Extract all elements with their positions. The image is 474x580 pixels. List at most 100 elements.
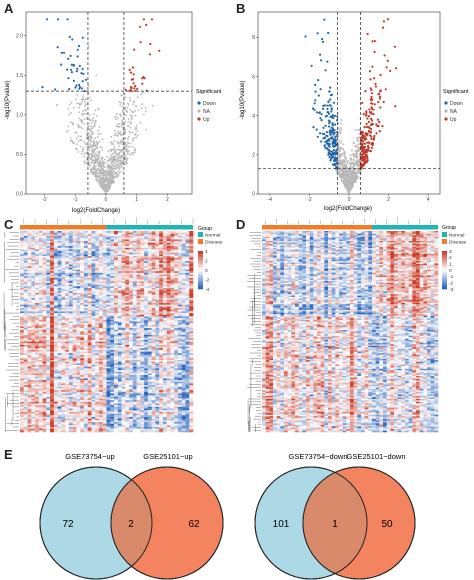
heatmap-cell: [107, 253, 111, 255]
volcano-point: [145, 24, 147, 26]
volcano-point: [336, 135, 338, 137]
heatmap-cell: [189, 270, 193, 272]
volcano-point: [97, 181, 99, 183]
heatmap-cell: [61, 248, 65, 250]
heatmap-cell: [107, 306, 111, 308]
heatmap-cell: [118, 270, 122, 272]
volcano-point: [106, 166, 108, 168]
heatmap-cell: [46, 239, 50, 241]
volcano-point: [344, 167, 346, 169]
volcano-point: [76, 132, 78, 134]
volcano-point: [347, 189, 349, 191]
volcano-point: [112, 177, 114, 179]
heatmap-cell: [39, 300, 43, 302]
volcano-point: [335, 150, 337, 152]
volcano-point: [343, 182, 345, 184]
heatmap-cell: [20, 283, 24, 285]
volcano-point: [338, 168, 340, 170]
volcano-point: [364, 146, 366, 148]
volcano-point: [357, 151, 359, 153]
volcano-point: [349, 185, 351, 187]
volcano-point: [113, 176, 115, 178]
volcano-point: [333, 153, 335, 155]
volcano-point: [104, 159, 106, 161]
volcano-point: [354, 178, 356, 180]
volcano-point: [87, 103, 89, 105]
volcano-point: [116, 173, 118, 175]
heatmap-cell: [58, 285, 62, 287]
heatmap-cell: [140, 276, 144, 278]
heatmap-cell: [103, 305, 107, 307]
volcano-point: [117, 167, 119, 169]
volcano-point: [355, 162, 357, 164]
heatmap-cell: [129, 265, 133, 267]
volcano-point: [112, 174, 114, 176]
volcano-point: [356, 145, 358, 147]
volcano-point: [361, 149, 363, 151]
heatmap-cell: [43, 286, 47, 288]
heatmap-cell: [118, 249, 122, 251]
volcano-point: [84, 141, 86, 143]
volcano-point: [67, 77, 69, 79]
heatmap-cell: [110, 233, 114, 235]
heatmap-cell: [170, 263, 174, 265]
heatmap-cell: [84, 310, 88, 312]
volcano-point: [339, 163, 341, 165]
heatmap-cell: [31, 293, 35, 295]
volcano-point: [359, 143, 361, 145]
volcano-point: [373, 77, 375, 79]
volcano-point: [349, 181, 351, 183]
heatmap-cell: [152, 285, 156, 287]
heatmap-cell: [159, 286, 163, 288]
volcano-point: [370, 118, 372, 120]
volcano-point: [93, 155, 95, 157]
volcano-point: [110, 185, 112, 187]
volcano-point: [348, 191, 350, 193]
volcano-point: [359, 170, 361, 172]
heatmap-cell: [88, 236, 92, 238]
volcano-point: [349, 155, 351, 157]
heatmap-cell: [99, 280, 103, 282]
heatmap-cell: [73, 276, 77, 278]
volcano-point: [359, 153, 361, 155]
volcano-point: [132, 115, 134, 117]
heatmap-cell: [178, 316, 182, 318]
heatmap-cell: [182, 248, 186, 250]
heatmap-cell: [61, 261, 65, 263]
x-tick-label: -4: [268, 197, 273, 203]
heatmap-cell: [144, 313, 148, 315]
heatmap-cell: [95, 280, 99, 282]
volcano-point: [130, 114, 132, 116]
heatmap-cell: [65, 288, 69, 290]
volcano-point: [356, 138, 358, 140]
heatmap-cell: [144, 291, 148, 293]
heatmap-cell: [24, 311, 28, 313]
heatmap-cell: [61, 275, 65, 277]
heatmap-cell: [84, 249, 88, 251]
heatmap-cell: [159, 270, 163, 272]
heatmap-cell: [20, 320, 24, 322]
heatmap-cell: [148, 261, 152, 263]
volcano-point: [346, 165, 348, 167]
heatmap-cell: [73, 239, 77, 241]
heatmap-cell: [80, 311, 84, 313]
heatmap-cell: [144, 236, 148, 238]
volcano-point: [119, 152, 121, 154]
volcano-point: [353, 172, 355, 174]
heatmap-cell: [80, 253, 84, 255]
volcano-point: [331, 94, 333, 96]
heatmap-cell: [24, 248, 28, 250]
volcano-point: [340, 173, 342, 175]
heatmap-cell: [103, 273, 107, 275]
heatmap-cell: [91, 234, 95, 236]
heatmap-cell: [91, 291, 95, 293]
heatmap-cell: [129, 280, 133, 282]
volcano-point: [103, 185, 105, 187]
volcano-point: [351, 174, 353, 176]
y-tick-label: 4: [252, 113, 255, 119]
heatmap-cell: [91, 248, 95, 250]
volcano-point: [347, 179, 349, 181]
heatmap-cell: [163, 241, 167, 243]
heatmap-cell: [148, 236, 152, 238]
heatmap-cell: [91, 261, 95, 263]
